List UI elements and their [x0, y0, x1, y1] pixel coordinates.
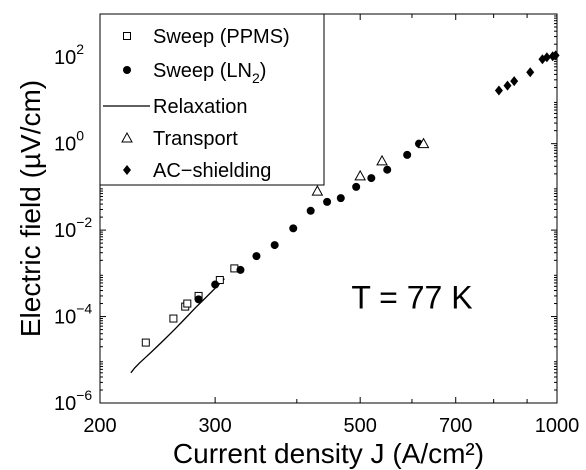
legend-label-main: Sweep (LN: [153, 60, 252, 82]
sweep-ln2-point: [336, 194, 345, 203]
x-tick-label: 700: [439, 415, 472, 437]
legend-label: Sweep (PPMS): [153, 26, 290, 48]
sweep-ln2-point: [383, 165, 392, 174]
plot-frame: [99, 13, 558, 404]
y-tick-base: 10: [54, 307, 76, 329]
temperature-annotation: T = 77 K: [351, 280, 472, 316]
legend-label: Transport: [153, 128, 238, 150]
plot-area-border: [99, 13, 558, 404]
y-tick-label: 102: [54, 41, 84, 69]
sweep-ln2-point: [270, 241, 279, 250]
ac-shielding-point: [526, 67, 535, 78]
x-tick-label: 1000: [535, 415, 580, 437]
legend: Sweep (PPMS) Sweep (LN2) Relaxation Transpo…: [99, 13, 325, 186]
legend-marker: [123, 32, 131, 40]
sweep-ppms-point: [169, 314, 178, 323]
transport-point: [311, 185, 324, 196]
y-axis-label: Electric field (µV/cm): [15, 80, 46, 337]
ac-shielding-point: [551, 50, 560, 61]
sweep-ln2-point: [236, 265, 245, 274]
sweep-ln2-point: [352, 182, 361, 191]
transport-point: [417, 137, 430, 149]
legend-label-main: Relaxation: [153, 96, 248, 118]
relaxation-curve-layer: [130, 278, 225, 374]
legend-label: Sweep (LN2): [153, 60, 266, 86]
sweep-ln2-point: [194, 295, 203, 304]
sweep-ppms-point: [183, 299, 192, 308]
y-tick-exponent: −6: [76, 387, 92, 403]
y-tick-label: 10−2: [54, 214, 92, 242]
sweep-ln2-point: [252, 252, 261, 261]
legend-label-suffix: ): [260, 60, 267, 82]
ac-shielding-point: [503, 80, 512, 91]
x-tick-label: 500: [343, 415, 376, 437]
legend-label-main: Transport: [153, 128, 238, 150]
sweep-ln2-point: [403, 150, 412, 159]
legend-marker: [121, 131, 133, 143]
legend-label: Relaxation: [153, 96, 248, 118]
ac-shielding-point: [542, 52, 551, 63]
x-tick-label: 300: [198, 415, 231, 437]
legend-box: [99, 13, 325, 186]
y-tick-base: 10: [54, 220, 76, 242]
x-tick-label: 200: [83, 415, 116, 437]
y-tick-base: 10: [54, 134, 76, 156]
sweep-ln2-point: [306, 206, 315, 215]
ac-shielding-point: [510, 76, 519, 87]
y-tick-base: 10: [54, 393, 76, 415]
legend-marker: [123, 66, 131, 74]
sweep-ln2-point: [211, 280, 220, 289]
legend-label-main: AC−shielding: [153, 160, 271, 182]
y-tick-exponent: 2: [76, 41, 84, 57]
legend-marker: [123, 165, 131, 175]
sweep-ln2-point: [323, 197, 332, 206]
y-tick-exponent: −4: [76, 301, 92, 317]
transport-point: [376, 154, 388, 166]
y-tick-label: 100: [54, 128, 84, 156]
sweep-ppms-point: [215, 276, 224, 285]
y-tick-exponent: 0: [76, 128, 84, 144]
legend-label: AC−shielding: [153, 160, 271, 182]
x-axis-label: Current density J (A/cm²): [173, 438, 484, 469]
relaxation-curve: [130, 278, 225, 374]
transport-point: [354, 169, 367, 181]
sweep-ln2-point: [289, 224, 298, 233]
data-markers-layer: [141, 50, 560, 347]
ac-shielding-point: [494, 85, 503, 96]
legend-label-main: Sweep (PPMS): [153, 26, 290, 48]
sweep-ln2-point: [367, 174, 376, 183]
y-tick-base: 10: [54, 47, 76, 69]
y-tick-label: 10−4: [54, 301, 92, 329]
y-tick-exponent: −2: [76, 214, 92, 230]
legend-label-subscript: 2: [252, 70, 260, 86]
y-tick-label: 10−6: [54, 387, 92, 415]
sweep-ppms-point: [141, 338, 150, 347]
